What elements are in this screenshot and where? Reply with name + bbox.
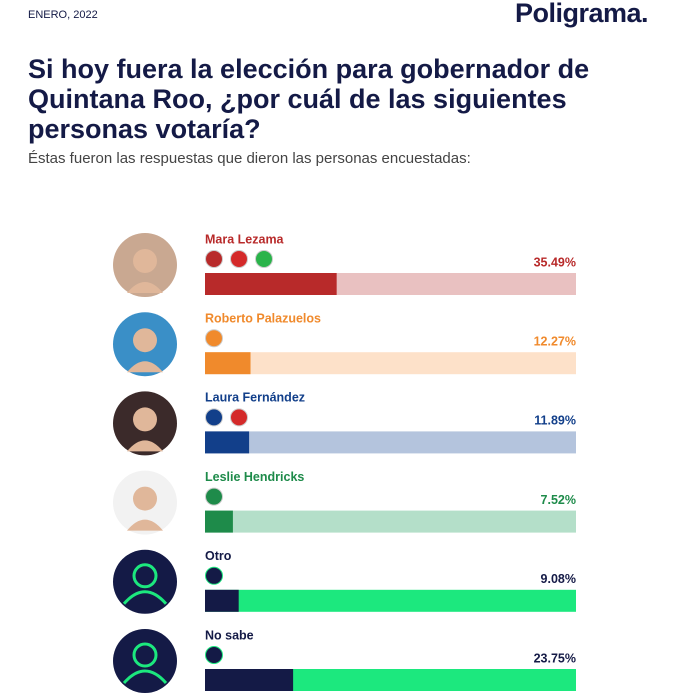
avatar-face	[133, 249, 157, 273]
value-label: 9.08%	[541, 572, 576, 586]
category-label: No sabe	[205, 628, 254, 642]
value-label: 12.27%	[534, 334, 576, 348]
brand-logo: Poligrama.	[515, 0, 649, 28]
category-label: Mara Lezama	[205, 232, 285, 246]
avatar-face	[133, 486, 157, 511]
party-badge	[205, 250, 223, 268]
avatar-face	[133, 328, 157, 353]
avatar-head	[132, 642, 158, 668]
bar-track	[205, 589, 576, 612]
avatar-body	[122, 590, 168, 605]
category-label: Laura Fernández	[205, 391, 305, 405]
avatar-head	[132, 563, 158, 589]
chart-title: Si hoy fuera la elección para gobernador…	[28, 54, 590, 144]
bar-track	[205, 510, 576, 533]
avatar-body	[127, 519, 163, 531]
bar	[205, 273, 337, 295]
party-badge	[205, 487, 223, 506]
chart-subtitle: Éstas fueron las respuestas que dieron l…	[28, 150, 471, 167]
party-badge	[230, 250, 248, 268]
party-badge	[255, 250, 273, 268]
category-label: Roberto Palazuelos	[205, 311, 321, 325]
avatar	[113, 629, 177, 693]
value-label: 11.89%	[534, 414, 576, 428]
category-label: Otro	[205, 549, 232, 563]
category-label: Leslie Hendricks	[205, 470, 304, 484]
value-label: 35.49%	[534, 255, 576, 269]
bar	[205, 352, 251, 375]
avatar	[113, 549, 177, 614]
bar	[205, 431, 250, 454]
bar-track	[205, 669, 576, 691]
avatar-body	[127, 440, 163, 452]
avatar-body	[127, 282, 163, 293]
bar	[205, 669, 294, 691]
party-badge	[205, 646, 223, 664]
bar	[205, 589, 239, 612]
avatar-face	[133, 407, 157, 432]
value-label: 7.52%	[541, 493, 576, 507]
party-badge	[205, 408, 223, 427]
date: ENERO, 2022	[28, 9, 98, 21]
bar-track	[205, 352, 576, 375]
party-badge	[230, 408, 248, 427]
avatar-body	[122, 669, 168, 685]
bar-track	[205, 431, 576, 454]
value-label: 23.75%	[534, 651, 576, 665]
avatar-body	[127, 361, 163, 373]
bar	[205, 510, 233, 533]
party-badge	[205, 566, 223, 585]
party-badge	[205, 329, 223, 348]
